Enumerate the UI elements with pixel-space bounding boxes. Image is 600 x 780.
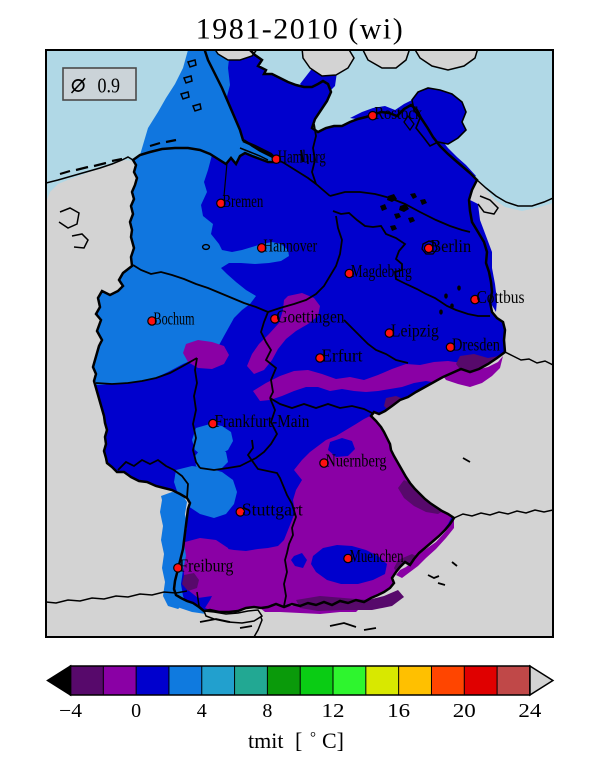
svg-text:20: 20 xyxy=(453,700,476,722)
svg-text:Rostock: Rostock xyxy=(374,103,422,123)
svg-text:Freiburg: Freiburg xyxy=(179,555,233,575)
svg-text:Frankfurt-Main: Frankfurt-Main xyxy=(214,411,309,431)
svg-text:Dresden: Dresden xyxy=(452,335,500,355)
svg-text:Magdeburg: Magdeburg xyxy=(351,261,412,281)
svg-text:°: ° xyxy=(310,730,316,746)
svg-text:Nuernberg: Nuernberg xyxy=(326,451,387,471)
svg-text:Hamburg: Hamburg xyxy=(278,147,326,167)
svg-text:Stuttgart: Stuttgart xyxy=(242,499,303,519)
svg-text:12: 12 xyxy=(322,700,345,722)
svg-text:1981-2010 (wi): 1981-2010 (wi) xyxy=(196,13,404,46)
svg-text:0.9: 0.9 xyxy=(98,74,121,98)
svg-text:Leipzig: Leipzig xyxy=(391,321,439,341)
svg-text:0: 0 xyxy=(131,700,141,722)
svg-text:4: 4 xyxy=(197,700,207,722)
svg-text:Erfurt: Erfurt xyxy=(322,346,363,366)
svg-text:Berlin: Berlin xyxy=(430,236,471,256)
svg-text:−4: −4 xyxy=(59,700,82,722)
svg-text:[: [ xyxy=(295,728,302,753)
svg-text:8: 8 xyxy=(262,700,272,722)
svg-text:Bochum: Bochum xyxy=(154,309,195,329)
svg-text:16: 16 xyxy=(387,700,410,722)
svg-text:Muenchen: Muenchen xyxy=(350,546,404,566)
svg-text:Bremen: Bremen xyxy=(222,191,263,211)
svg-text:Goettingen: Goettingen xyxy=(276,306,344,326)
svg-text:Cottbus: Cottbus xyxy=(477,287,525,307)
svg-text:Hannover: Hannover xyxy=(263,235,317,255)
svg-text:C]: C] xyxy=(322,728,344,753)
svg-text:24: 24 xyxy=(518,700,541,722)
svg-text:tmit: tmit xyxy=(248,728,283,753)
